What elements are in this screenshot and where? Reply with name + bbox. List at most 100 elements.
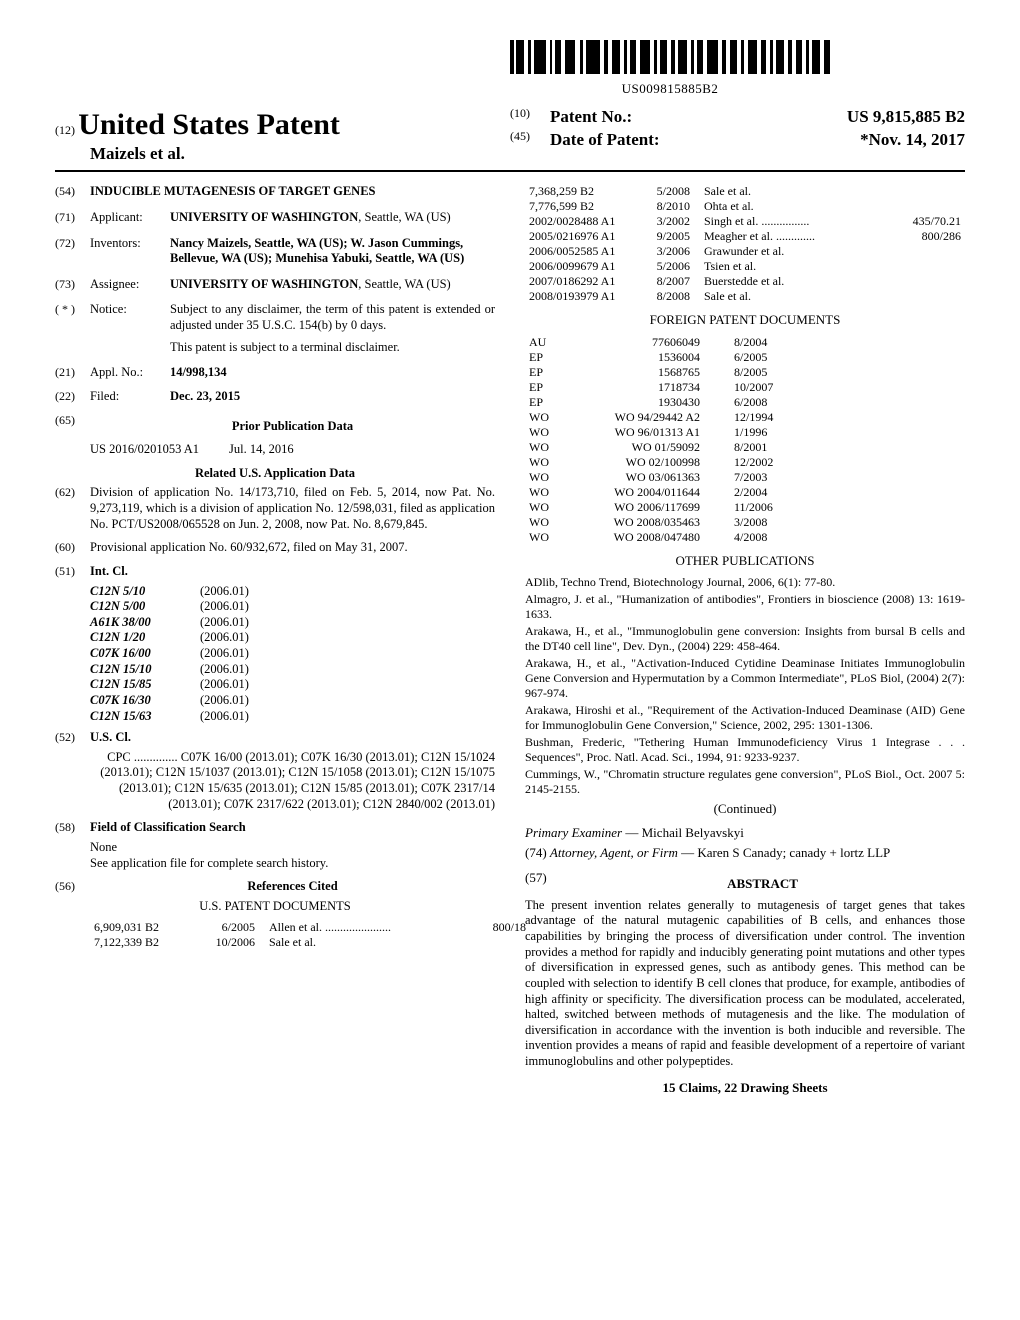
continued: (Continued) (525, 801, 965, 817)
table-row: 2002/0028488 A13/2002Singh et al. ......… (525, 214, 965, 229)
date-of-patent-value: *Nov. 14, 2017 (860, 129, 965, 150)
intcl-row: C12N 5/10(2006.01) (90, 584, 495, 600)
us-docs-table-1: 6,909,031 B26/2005Allen et al. .........… (90, 920, 530, 950)
table-row: WOWO 2008/0474804/2008 (525, 530, 965, 545)
header: (12) United States Patent Maizels et al.… (55, 106, 965, 173)
refs-title: References Cited (90, 879, 495, 895)
foreign-docs-table: AU776060498/2004EP15360046/2005EP1568765… (525, 335, 965, 545)
inventors-text: Nancy Maizels, Seattle, WA (US); W. Jaso… (170, 236, 464, 266)
intcl-row: C12N 1/20(2006.01) (90, 630, 495, 646)
us-docs-table-2: 7,368,259 B25/2008Sale et al.7,776,599 B… (525, 184, 965, 304)
focs-p1: None (90, 840, 495, 856)
notice-label: Notice: (90, 302, 170, 355)
barcode-icon (510, 40, 830, 74)
ppd-date: Jul. 14, 2016 (229, 442, 294, 458)
notice-p1: Subject to any disclaimer, the term of t… (170, 302, 495, 333)
table-row: WOWO 2008/0354633/2008 (525, 515, 965, 530)
ppd-code: (65) (55, 413, 90, 439)
table-row: 2005/0216976 A19/2005Meagher et al. ....… (525, 229, 965, 244)
division-text: Division of application No. 14/173,710, … (90, 485, 495, 532)
publication-entry: Arakawa, H., et al., "Activation-Induced… (525, 656, 965, 701)
header-code-10: (10) (510, 106, 550, 127)
inventors-label: Inventors: (90, 236, 170, 267)
filed-code: (22) (55, 389, 90, 405)
assignee-label: Assignee: (90, 277, 170, 293)
publication-entry: Arakawa, Hiroshi et al., "Requirement of… (525, 703, 965, 733)
table-row: EP19304306/2008 (525, 395, 965, 410)
publication-entry: Cummings, W., "Chromatin structure regul… (525, 767, 965, 797)
barcode-block: US009815885B2 (375, 40, 965, 98)
abstract-code: (57) (525, 870, 560, 898)
ppd-title: Prior Publication Data (90, 419, 495, 435)
invention-title: INDUCIBLE MUTAGENESIS OF TARGET GENES (90, 184, 495, 200)
table-row: WOWO 2004/0116442/2004 (525, 485, 965, 500)
filed-label: Filed: (90, 389, 170, 405)
assignee-name: UNIVERSITY OF WASHINGTON (170, 277, 358, 291)
usp-code: (12) (55, 123, 75, 137)
table-row: EP171873410/2007 (525, 380, 965, 395)
table-row: 7,776,599 B28/2010Ohta et al. (525, 199, 965, 214)
notice-p2: This patent is subject to a terminal dis… (170, 340, 495, 356)
examiner-name: Michail Belyavskyi (642, 825, 744, 840)
table-row: WOWO 01/590928/2001 (525, 440, 965, 455)
patent-no-label: Patent No.: (550, 106, 632, 127)
table-row: 7,122,339 B210/2006Sale et al. (90, 935, 530, 950)
intcl-row: C12N 5/00(2006.01) (90, 599, 495, 615)
table-row: WOWO 03/0613637/2003 (525, 470, 965, 485)
applicant-label: Applicant: (90, 210, 170, 226)
inventors-code: (72) (55, 236, 90, 267)
intcl-row: A61K 38/00(2006.01) (90, 615, 495, 631)
publication-entry: Almagro, J. et al., "Humanization of ant… (525, 592, 965, 622)
abstract-body: The present invention relates generally … (525, 898, 965, 1070)
table-row: WOWO 02/10099812/2002 (525, 455, 965, 470)
intcl-row: C07K 16/00(2006.01) (90, 646, 495, 662)
patent-no-value: US 9,815,885 B2 (847, 106, 965, 127)
appl-value: 14/998,134 (170, 365, 495, 381)
assignee-loc: Seattle, WA (US) (365, 277, 451, 291)
table-row: 2008/0193979 A18/2008Sale et al. (525, 289, 965, 304)
provisional-text: Provisional application No. 60/932,672, … (90, 540, 495, 556)
intcl-code: (51) (55, 564, 90, 580)
appl-code: (21) (55, 365, 90, 381)
attorney-name: Karen S Canady; canady + lortz LLP (697, 845, 890, 860)
uscl-text: CPC .............. C07K 16/00 (2013.01);… (90, 750, 495, 813)
related-title: Related U.S. Application Data (55, 466, 495, 482)
applicant-code: (71) (55, 210, 90, 226)
focs-p2: See application file for complete search… (90, 856, 495, 872)
title-code: (54) (55, 184, 90, 200)
header-code-45: (45) (510, 129, 550, 150)
table-row: 2006/0099679 A15/2006Tsien et al. (525, 259, 965, 274)
provisional-code: (60) (55, 540, 90, 556)
filed-value: Dec. 23, 2015 (170, 389, 495, 405)
applicant-name: UNIVERSITY OF WASHINGTON (170, 210, 358, 224)
table-row: WOWO 96/01313 A11/1996 (525, 425, 965, 440)
focs-label: Field of Classification Search (90, 820, 495, 836)
intcl-row: C12N 15/63(2006.01) (90, 709, 495, 725)
usp-title: United States Patent (78, 108, 340, 141)
division-code: (62) (55, 485, 90, 532)
uscl-label: U.S. Cl. (90, 730, 495, 746)
attorney-label: Attorney, Agent, or Firm (550, 845, 678, 860)
claims-line: 15 Claims, 22 Drawing Sheets (525, 1080, 965, 1096)
publication-entry: Arakawa, H., et al., "Immunoglobulin gen… (525, 624, 965, 654)
publication-entry: ADlib, Techno Trend, Biotechnology Journ… (525, 575, 965, 590)
table-row: EP15360046/2005 (525, 350, 965, 365)
appl-label: Appl. No.: (90, 365, 170, 381)
uscl-code: (52) (55, 730, 90, 746)
date-of-patent-label: Date of Patent: (550, 129, 660, 150)
focs-code: (58) (55, 820, 90, 836)
table-row: WOWO 2006/11769911/2006 (525, 500, 965, 515)
refs-code: (56) (55, 879, 90, 895)
intcl-row: C07K 16/30(2006.01) (90, 693, 495, 709)
table-row: 2007/0186292 A18/2007Buerstedde et al. (525, 274, 965, 289)
notice-code: ( * ) (55, 302, 90, 355)
assignee-code: (73) (55, 277, 90, 293)
us-docs-title: U.S. PATENT DOCUMENTS (55, 899, 495, 915)
applicant-loc: Seattle, WA (US) (365, 210, 451, 224)
intcl-label: Int. Cl. (90, 564, 495, 580)
table-row: 2006/0052585 A13/2006Grawunder et al. (525, 244, 965, 259)
other-pubs-list: ADlib, Techno Trend, Biotechnology Journ… (525, 575, 965, 797)
foreign-title: FOREIGN PATENT DOCUMENTS (525, 312, 965, 328)
table-row: EP15687658/2005 (525, 365, 965, 380)
examiner-label: Primary Examiner (525, 825, 622, 840)
